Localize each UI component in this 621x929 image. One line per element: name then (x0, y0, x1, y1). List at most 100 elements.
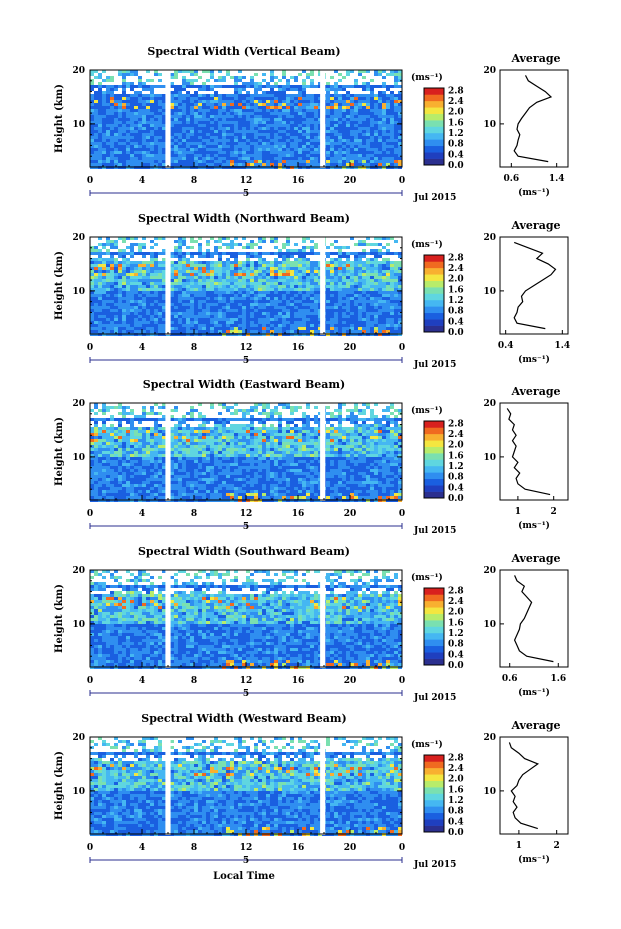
heatmap-cell (326, 127, 330, 130)
heatmap-cell (226, 157, 230, 160)
heatmap-cell (110, 151, 114, 154)
heatmap-cell (118, 97, 122, 100)
heatmap-cell (234, 258, 238, 261)
heatmap-cell (178, 85, 182, 88)
heatmap-cell (302, 154, 306, 157)
heatmap-cell (378, 151, 382, 154)
heatmap-cell (198, 324, 202, 327)
heatmap-cell (222, 264, 226, 267)
heatmap-cell (242, 151, 246, 154)
heatmap-cell (126, 70, 130, 73)
heatmap-cell (338, 261, 342, 264)
heatmap-cell (94, 121, 98, 124)
heatmap-cell (162, 97, 166, 100)
heatmap-cell (98, 112, 102, 115)
heatmap-cell (186, 279, 190, 282)
heatmap-cell (246, 303, 250, 306)
heatmap-cell (118, 412, 122, 415)
heatmap-cell (158, 163, 162, 166)
heatmap-cell (334, 330, 338, 333)
heatmap-cell (214, 142, 218, 145)
heatmap-cell (118, 252, 122, 255)
heatmap-cell (98, 157, 102, 160)
heatmap-cell (262, 318, 266, 321)
heatmap-cell (142, 318, 146, 321)
heatmap-cell (286, 276, 290, 279)
heatmap-cell (326, 270, 330, 273)
heatmap-cell (282, 321, 286, 324)
heatmap-cell (186, 151, 190, 154)
heatmap-cell (338, 315, 342, 318)
heatmap-cell (118, 454, 122, 457)
heatmap-cell (270, 139, 274, 142)
heatmap-cell (122, 324, 126, 327)
heatmap-cell (290, 133, 294, 136)
heatmap-cell (122, 288, 126, 291)
heatmap-cell (390, 139, 394, 142)
heatmap-cell (370, 94, 374, 97)
heatmap-cell (230, 321, 234, 324)
heatmap-cell (286, 279, 290, 282)
heatmap-cells (90, 237, 402, 336)
heatmap-cell (174, 106, 178, 109)
heatmap-cell (270, 309, 274, 312)
heatmap-cell (194, 297, 198, 300)
heatmap-cell (238, 294, 242, 297)
heatmap-cell (198, 279, 202, 282)
heatmap-cell (214, 112, 218, 115)
heatmap-cell (342, 312, 346, 315)
heatmap-cell (90, 109, 94, 112)
heatmap-cell (178, 252, 182, 255)
heatmap-cell (118, 127, 122, 130)
heatmap-cell (170, 327, 174, 330)
heatmap-cell (158, 115, 162, 118)
heatmap-cell (242, 112, 246, 115)
heatmap-cell (142, 130, 146, 133)
heatmap-cell (350, 276, 354, 279)
heatmap-cell (214, 91, 218, 94)
heatmap-cell (122, 291, 126, 294)
heatmap-cell (142, 279, 146, 282)
heatmap-cell (246, 261, 250, 264)
heatmap-cell (374, 249, 378, 252)
heatmap-cell (358, 109, 362, 112)
heatmap-cell (146, 276, 150, 279)
heatmap-cell (306, 237, 310, 240)
heatmap-cell (290, 85, 294, 88)
heatmap-cell (186, 273, 190, 276)
heatmap-cell (266, 303, 270, 306)
heatmap-cell (98, 445, 102, 448)
heatmap-cell (346, 91, 350, 94)
heatmap-cell (198, 151, 202, 154)
heatmap-cell (326, 115, 330, 118)
heatmap-cell (338, 300, 342, 303)
heatmap-cell (170, 154, 174, 157)
heatmap-cell (330, 285, 334, 288)
heatmap-cell (398, 291, 402, 294)
heatmap-cell (382, 300, 386, 303)
heatmap-cell (130, 267, 134, 270)
heatmap-cell (150, 288, 154, 291)
heatmap-cell (158, 73, 162, 76)
heatmap-cell (146, 315, 150, 318)
heatmap-cell (354, 97, 358, 100)
heatmap-cell (134, 312, 138, 315)
heatmap-cell (190, 109, 194, 112)
heatmap-cell (202, 309, 206, 312)
heatmap-cell (274, 97, 278, 100)
heatmap-cell (154, 100, 158, 103)
heatmap-cell (278, 136, 282, 139)
heatmap-cell (114, 327, 118, 330)
heatmap-cell (154, 267, 158, 270)
heatmap-cell (146, 303, 150, 306)
heatmap-cell (250, 315, 254, 318)
heatmap-cell (214, 154, 218, 157)
heatmap-cell (274, 115, 278, 118)
heatmap-cell (142, 142, 146, 145)
heatmap-cell (138, 151, 142, 154)
heatmap-cell (174, 282, 178, 285)
heatmap-cell (134, 330, 138, 333)
heatmap-cell (326, 163, 330, 166)
heatmap-cell (146, 70, 150, 73)
heatmap-cell (382, 282, 386, 285)
